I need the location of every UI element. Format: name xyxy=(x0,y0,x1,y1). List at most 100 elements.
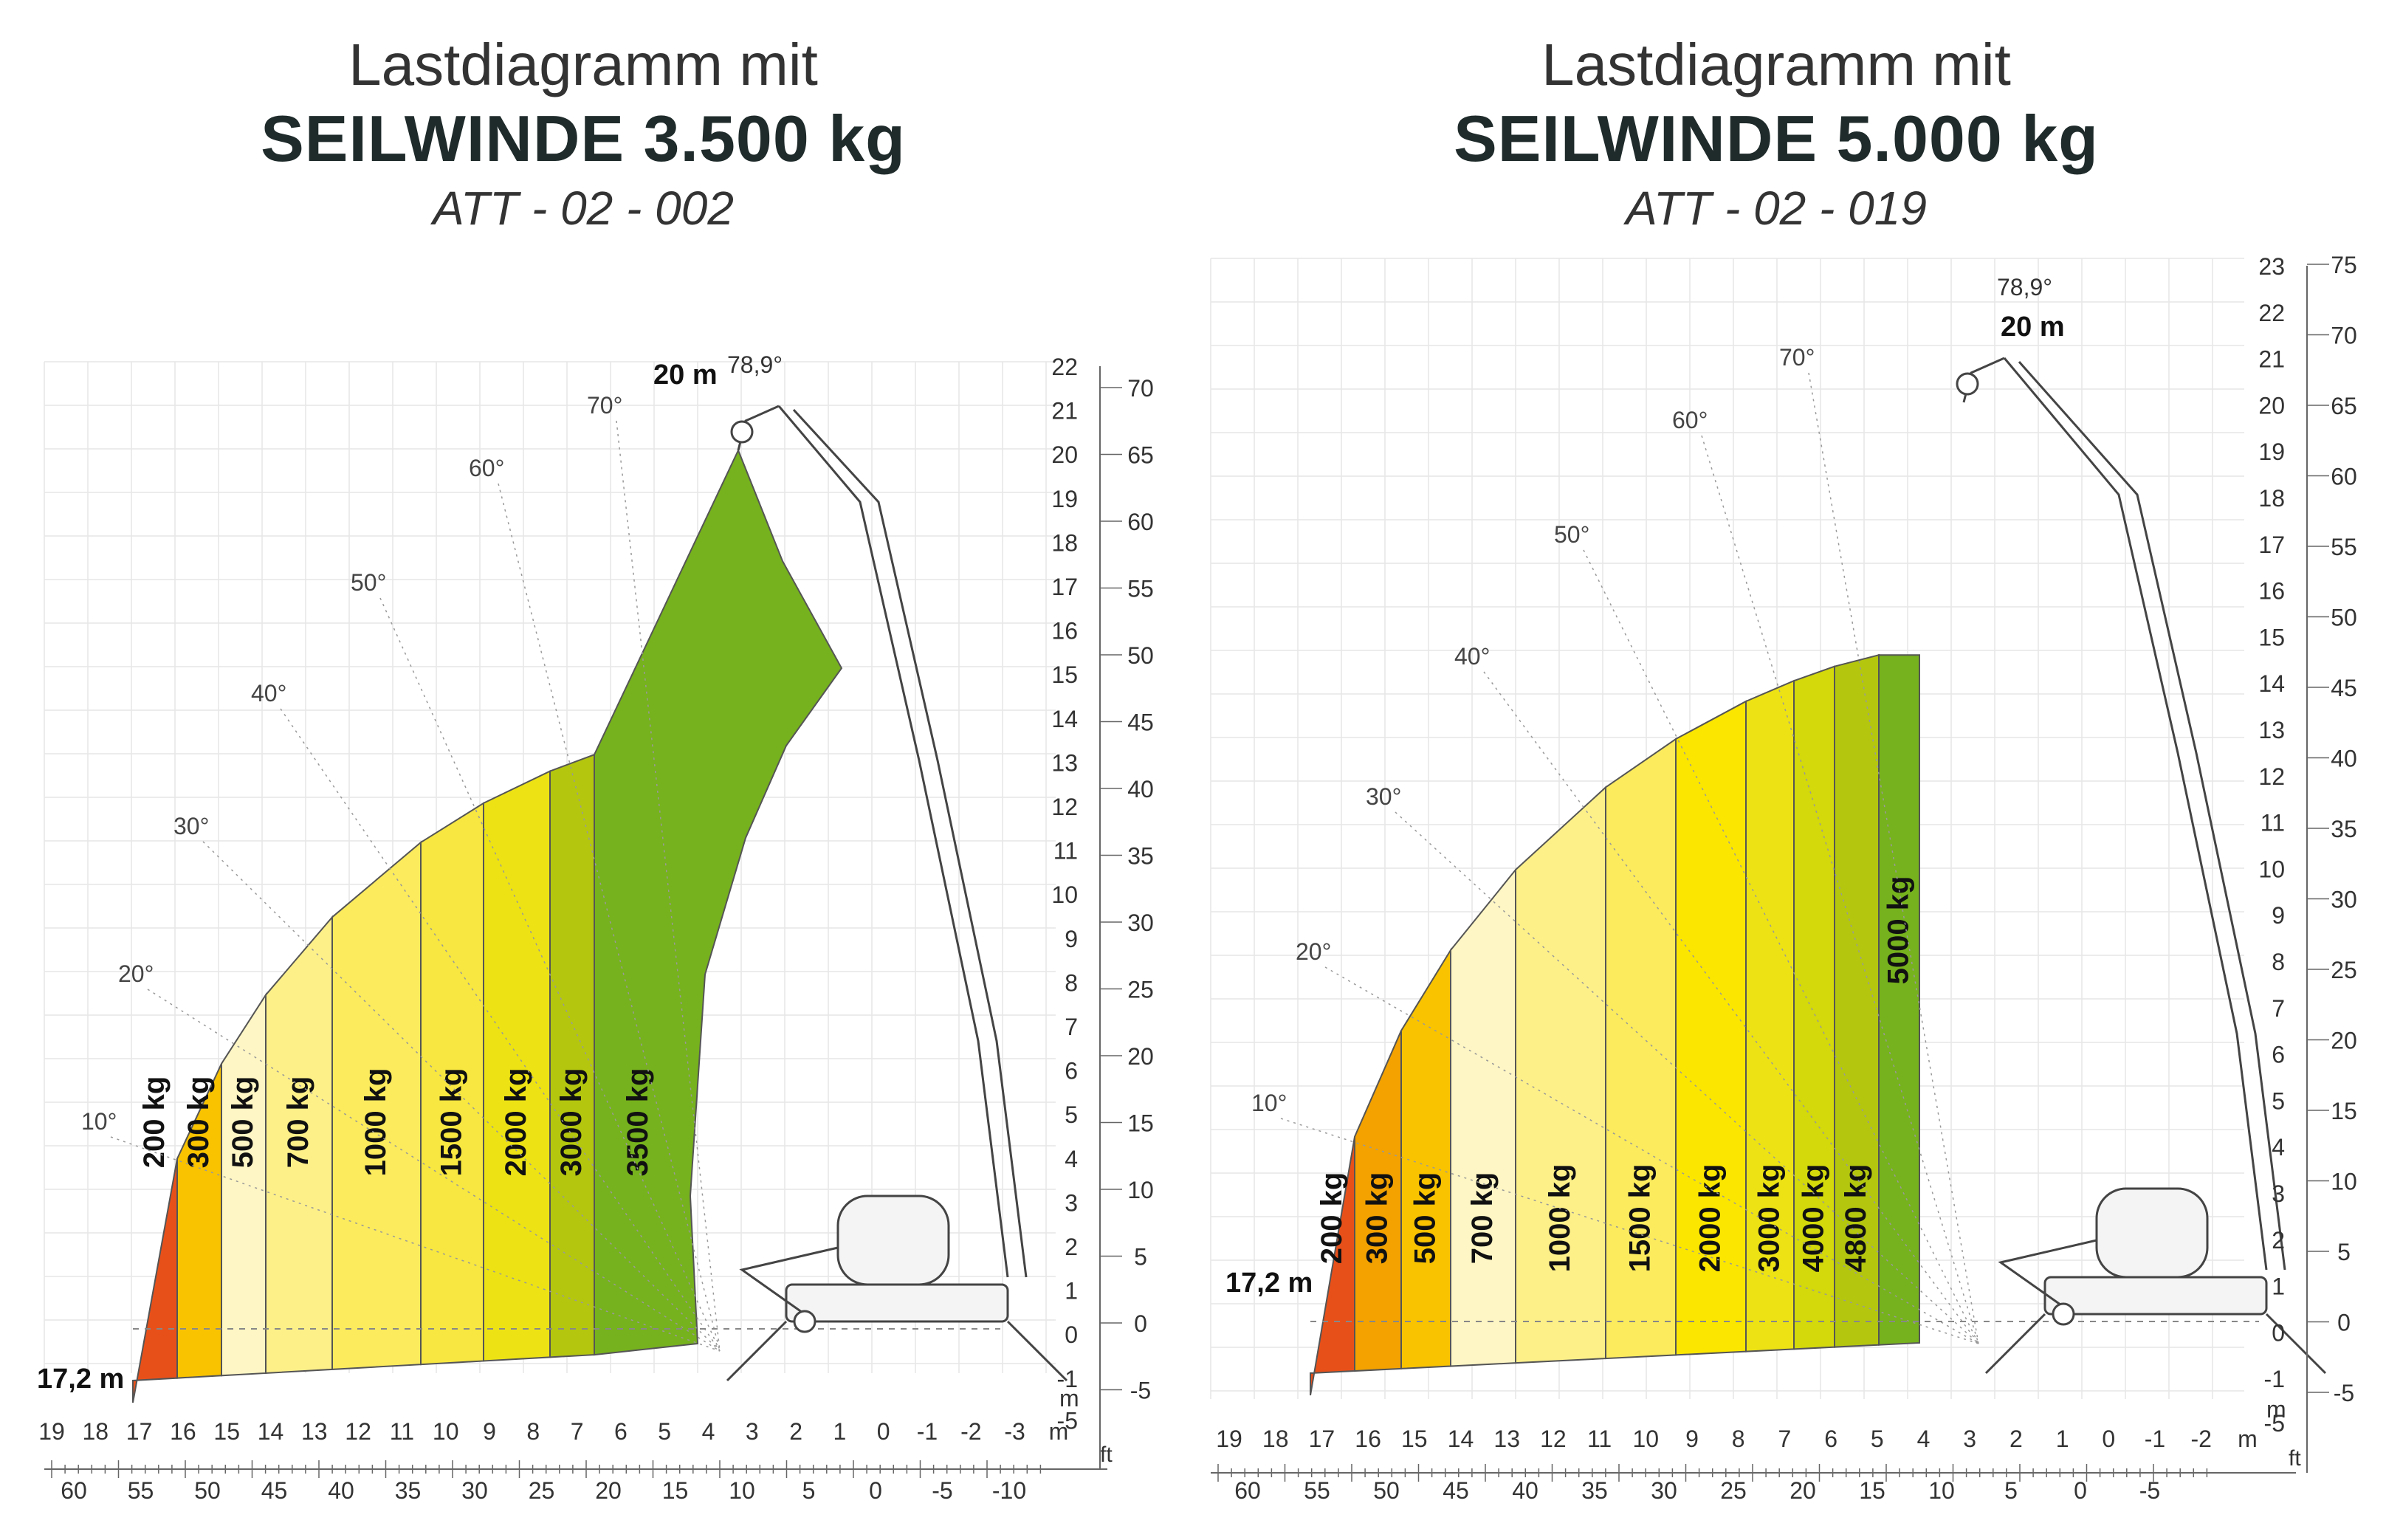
y-tick-m: -5 xyxy=(2264,1410,2285,1437)
max-reach-label: 17,2 m xyxy=(37,1364,124,1395)
y-tick-ft: 60 xyxy=(1127,509,1154,535)
x-tick-m: 15 xyxy=(1401,1426,1428,1452)
y-tick-m: 13 xyxy=(2258,717,2285,743)
angle-ray xyxy=(110,1136,721,1352)
angle-label: 40° xyxy=(1454,643,1490,670)
zone-load-label: 1500 kg xyxy=(436,1068,468,1177)
x-tick-ft: -10 xyxy=(992,1477,1026,1504)
y-tick-m: 5 xyxy=(2272,1087,2285,1114)
diagram-title-line1: Lastdiagramm mit xyxy=(1541,32,2011,97)
y-tick-m: 1 xyxy=(1065,1278,1078,1304)
load-chart-svg: 200 kg 300 kg 500 kg 700 kg 1000 kg 1500 kg 20… xyxy=(37,351,1154,1504)
x-tick-m: 2 xyxy=(2009,1426,2023,1452)
x-tick-m: -2 xyxy=(960,1418,981,1445)
diagram-title-block: Lastdiagramm mit SEILWINDE 3.500 kg ATT … xyxy=(0,30,1166,239)
y-tick-m: 18 xyxy=(2258,485,2285,512)
winch-hook xyxy=(793,1310,816,1333)
y-tick-m: 22 xyxy=(1051,354,1078,380)
x-tick-m: 7 xyxy=(1778,1426,1792,1452)
x-tick-m: 6 xyxy=(614,1418,628,1445)
diagram-title-block: Lastdiagramm mit SEILWINDE 5.000 kg ATT … xyxy=(1166,30,2386,239)
zone-load-label: 5000 kg xyxy=(1883,876,1915,985)
zone-load-label: 3500 kg xyxy=(622,1068,654,1177)
zone-load-label: 300 kg xyxy=(182,1076,215,1169)
angle-ray xyxy=(1701,435,1979,1344)
load-zones xyxy=(132,448,843,1403)
y-tick-m: 11 xyxy=(2260,810,2285,836)
y-tick-ft: 35 xyxy=(2331,816,2357,842)
x-tick-m: 9 xyxy=(483,1418,496,1445)
y-tick-m: 12 xyxy=(1051,794,1078,820)
x-tick-ft: 55 xyxy=(128,1477,154,1504)
y-tick-m: 10 xyxy=(1051,881,1078,908)
angle-label: 50° xyxy=(351,569,386,596)
angle-label: 60° xyxy=(469,455,504,481)
load-zone-4 xyxy=(1450,867,1516,1367)
x-tick-m: 12 xyxy=(1540,1426,1567,1452)
y-tick-ft: 75 xyxy=(2331,252,2357,278)
x-tick-ft: 60 xyxy=(1234,1477,1261,1504)
crane-illustration xyxy=(1956,357,2327,1375)
x-tick-m: 3 xyxy=(746,1418,759,1445)
y-tick-ft: 60 xyxy=(2331,464,2357,490)
x-tick-m: 8 xyxy=(526,1418,540,1445)
x-tick-ft: 20 xyxy=(595,1477,622,1504)
x-tick-ft: 30 xyxy=(461,1477,488,1504)
load-zone-11 xyxy=(1878,654,1920,1346)
x-tick-m: 13 xyxy=(301,1418,328,1445)
x-tick-m: 3 xyxy=(1963,1426,1976,1452)
winch-hook xyxy=(2052,1302,2075,1326)
y-tick-ft: 55 xyxy=(1127,576,1154,602)
y-tick-m: 23 xyxy=(2258,253,2285,280)
zone-load-label: 500 kg xyxy=(227,1076,259,1169)
y-tick-m: 19 xyxy=(2258,439,2285,465)
y-unit-m: m xyxy=(2266,1396,2286,1423)
zone-load-label: 2000 kg xyxy=(1694,1164,1727,1273)
angle-label: 70° xyxy=(1779,344,1815,371)
y-tick-m: 14 xyxy=(2258,670,2285,697)
x-tick-ft: 40 xyxy=(1512,1477,1538,1504)
x-tick-m: 10 xyxy=(1633,1426,1660,1452)
crane-base xyxy=(2043,1276,2268,1316)
zone-load-label: 1000 kg xyxy=(1544,1164,1576,1273)
x-tick-ft: -5 xyxy=(932,1477,952,1504)
y-tick-m: 16 xyxy=(2258,578,2285,605)
x-tick-ft: 50 xyxy=(194,1477,221,1504)
x-tick-m: 15 xyxy=(213,1418,240,1445)
diagram-title-line2: SEILWINDE 5.000 kg xyxy=(1454,102,2099,175)
x-tick-ft: 25 xyxy=(529,1477,555,1504)
y-tick-m: 1 xyxy=(2272,1273,2285,1300)
y-tick-m: 8 xyxy=(1065,969,1078,996)
x-unit-m: m xyxy=(2238,1426,2258,1452)
y-tick-m: 0 xyxy=(2272,1319,2285,1346)
angle-label: 40° xyxy=(251,680,286,707)
angle-ray xyxy=(202,841,721,1352)
load-diagram-left: Lastdiagramm mit SEILWINDE 3.500 kg ATT … xyxy=(0,0,1166,1540)
angle-label: 30° xyxy=(173,813,209,839)
y-tick-ft: 50 xyxy=(2331,605,2357,631)
x-tick-m: 14 xyxy=(1448,1426,1474,1452)
angle-label: 60° xyxy=(1672,407,1708,433)
crane-boom-edge xyxy=(792,408,1028,1278)
x-unit-m: m xyxy=(1049,1418,1069,1445)
diagram-title-line3: ATT - 02 - 019 xyxy=(1626,182,1927,235)
x-tick-ft: 5 xyxy=(802,1477,816,1504)
angle-label: 10° xyxy=(1251,1090,1287,1116)
y-tick-m: 9 xyxy=(1065,926,1078,952)
x-tick-ft: 35 xyxy=(395,1477,422,1504)
x-tick-m: 16 xyxy=(1355,1426,1381,1452)
y-tick-ft: 50 xyxy=(1127,642,1154,669)
crane-boom xyxy=(2003,357,2268,1271)
y-tick-m: 4 xyxy=(2272,1134,2285,1161)
crane-cab xyxy=(836,1194,950,1286)
x-tick-ft: 10 xyxy=(1928,1477,1955,1504)
y-tick-ft: 45 xyxy=(2331,675,2357,701)
crane-illustration xyxy=(726,405,1068,1382)
x-tick-m: 9 xyxy=(1685,1426,1699,1452)
x-tick-m: 17 xyxy=(126,1418,153,1445)
load-zone-7 xyxy=(483,769,551,1362)
y-tick-m: 8 xyxy=(2272,949,2285,975)
zone-load-label: 2000 kg xyxy=(500,1068,532,1177)
max-reach-label: 17,2 m xyxy=(1225,1268,1313,1299)
x-tick-ft: 35 xyxy=(1581,1477,1608,1504)
